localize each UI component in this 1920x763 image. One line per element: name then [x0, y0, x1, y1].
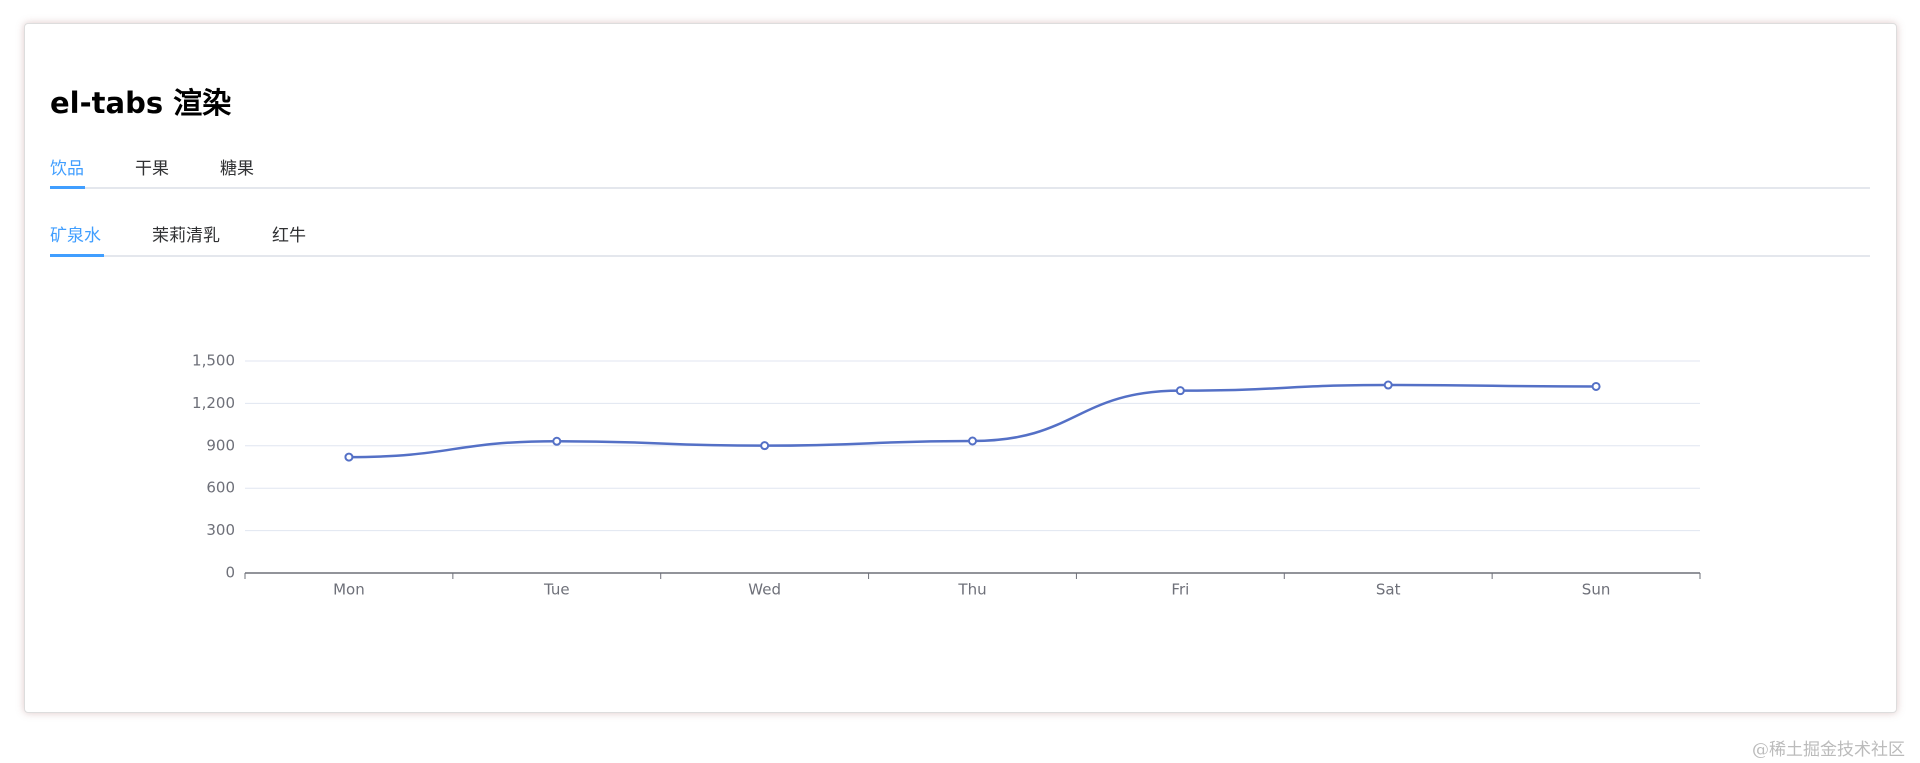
x-tick-label: Wed — [748, 581, 781, 599]
y-tick-label: 600 — [206, 479, 235, 497]
x-tick-label: Thu — [957, 581, 986, 599]
x-tick-label: Sat — [1376, 581, 1401, 599]
y-tick-label: 900 — [206, 436, 235, 454]
y-tick-label: 1,200 — [192, 394, 235, 412]
point — [552, 436, 562, 446]
card: el-tabs 渲染 饮品 干果 糖果 矿泉水 茉莉清乳 红牛 — [24, 23, 1897, 713]
watermark: @稀土掘金技术社区 — [1752, 740, 1905, 760]
x-tick-label: Tue — [543, 581, 570, 599]
subtab[interactable]: 茉莉清乳 — [152, 226, 220, 246]
point — [1591, 381, 1601, 391]
tab[interactable]: 饮品 — [50, 159, 84, 179]
point — [968, 436, 977, 446]
subtab-bar — [50, 255, 1870, 257]
x-tick-label: Fri — [1171, 581, 1189, 599]
x-tick-label: Sun — [1582, 581, 1611, 599]
subtab[interactable]: 红牛 — [272, 226, 306, 246]
y-tick-label: 1,500 — [192, 352, 235, 370]
title: el-tabs 渲染 — [50, 86, 232, 120]
y-tick-label: 300 — [206, 521, 235, 539]
subtab[interactable]: 矿泉水 — [50, 226, 101, 246]
tab-bar — [50, 187, 1870, 189]
subtab-underline — [50, 254, 104, 257]
tab-underline — [50, 186, 85, 189]
y-tick-label: 0 — [225, 564, 235, 582]
tab[interactable]: 糖果 — [220, 159, 254, 179]
x-tick-label: Mon — [333, 581, 365, 599]
point — [344, 452, 354, 462]
point — [1175, 386, 1185, 396]
tab[interactable]: 干果 — [135, 159, 169, 179]
point — [760, 441, 770, 451]
point — [1383, 380, 1393, 390]
